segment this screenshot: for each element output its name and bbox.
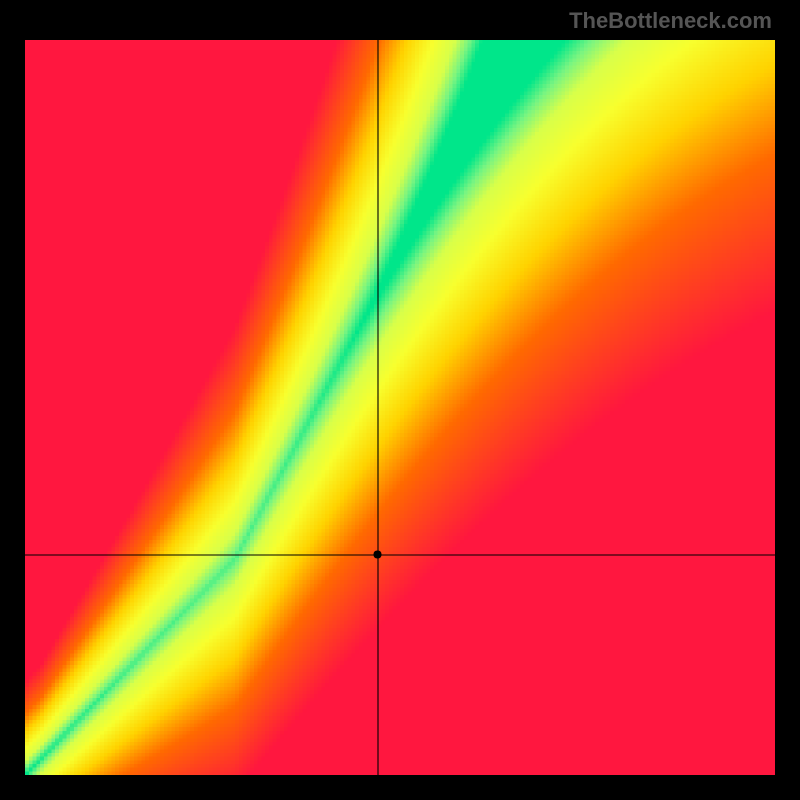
crosshair-overlay xyxy=(0,0,800,800)
watermark-text: TheBottleneck.com xyxy=(569,8,772,34)
chart-container: TheBottleneck.com xyxy=(0,0,800,800)
